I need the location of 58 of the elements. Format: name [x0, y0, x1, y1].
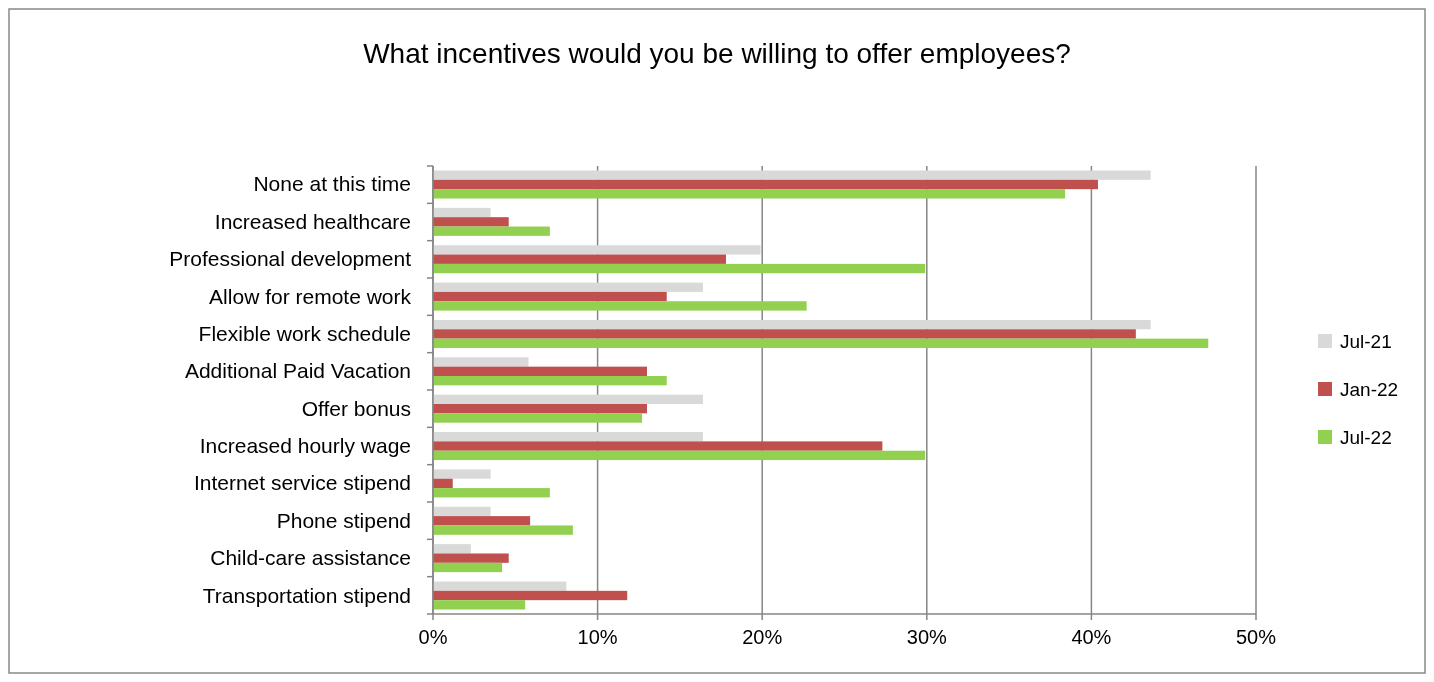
bar [433, 282, 703, 292]
y-tick-label: Allow for remote work [209, 284, 412, 308]
bar [433, 469, 491, 479]
bar [433, 590, 628, 601]
bar [433, 488, 550, 498]
bar [433, 441, 883, 451]
bar [433, 357, 529, 367]
bar [433, 553, 509, 563]
x-tick-label: 30% [906, 626, 948, 648]
bar [433, 217, 509, 227]
legend-label: Jul-22 [1340, 427, 1392, 448]
bar [433, 404, 647, 414]
bar [433, 329, 1136, 339]
bar [433, 254, 726, 264]
bar [433, 189, 1066, 199]
bar [433, 245, 761, 255]
bar [433, 581, 567, 591]
bar [433, 413, 643, 423]
x-tick-label: 10% [577, 626, 618, 648]
y-tick-label: Internet service stipend [193, 471, 411, 495]
bar [433, 478, 453, 489]
bar [433, 263, 926, 274]
chart-title: What incentives would you be willing to offer employees? [363, 38, 1071, 69]
y-tick-label: Flexible work schedule [198, 321, 411, 345]
y-tick-label: Transportation stipend [202, 583, 411, 607]
x-tick-label: 40% [1071, 626, 1112, 648]
bar [433, 600, 526, 610]
bar [433, 170, 1151, 180]
x-tick-label: 0% [418, 626, 448, 648]
bar [433, 338, 1209, 348]
legend-label: Jul-21 [1340, 331, 1392, 352]
bar [433, 506, 491, 517]
bar [433, 544, 471, 554]
bar [433, 375, 667, 386]
y-tick-label: Phone stipend [276, 508, 411, 532]
bar [433, 319, 1151, 330]
y-tick-label: Professional development [169, 247, 412, 271]
bar [433, 291, 667, 302]
bar [433, 450, 926, 461]
bar [433, 525, 573, 535]
bar [433, 562, 503, 573]
y-tick-label: Child-care assistance [210, 546, 411, 570]
bar [433, 226, 550, 236]
x-tick-label: 20% [742, 626, 783, 648]
y-tick-label: Offer bonus [301, 396, 411, 420]
y-tick-label: Additional Paid Vacation [184, 359, 411, 383]
y-tick-label: Increased hourly wage [199, 434, 411, 458]
bar [433, 432, 703, 442]
y-tick-label: Increased healthcare [214, 209, 411, 233]
bar [433, 394, 703, 405]
bar [433, 207, 491, 218]
bar [433, 301, 807, 311]
y-tick-label: None at this time [253, 172, 411, 196]
bar [433, 179, 1098, 190]
bar [433, 366, 647, 376]
bar [433, 516, 531, 526]
legend-label: Jan-22 [1340, 379, 1399, 400]
x-tick-label: 50% [1235, 626, 1277, 648]
